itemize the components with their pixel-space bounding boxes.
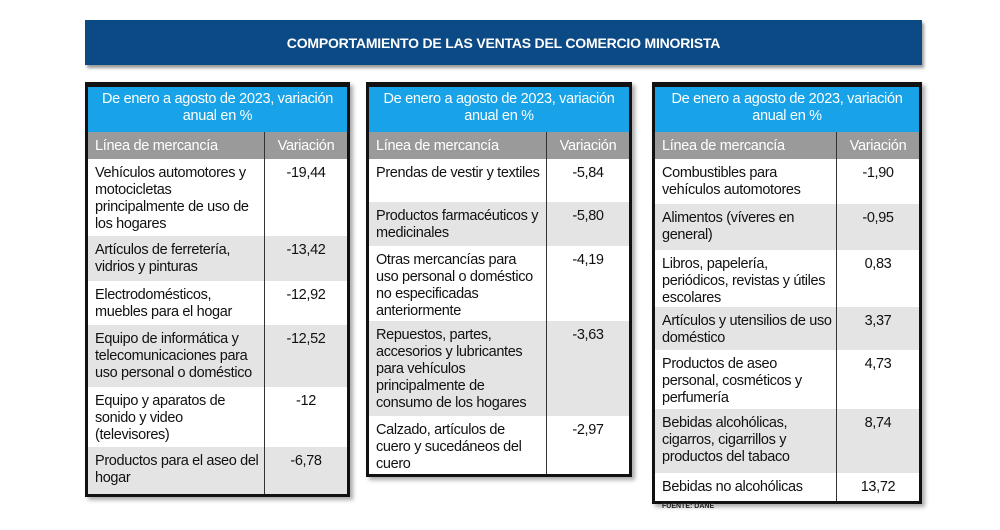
column-header-item: Línea de mercancía <box>88 132 265 159</box>
row-item: Prendas de vestir y textiles <box>369 159 547 202</box>
row-item: Vehículos automotores y motocicletas pri… <box>88 159 265 236</box>
row-value: -19,44 <box>286 165 326 181</box>
row-value: -5,84 <box>572 165 604 181</box>
row-item: Bebidas alcohólicas, cigarros, cigarrill… <box>655 409 837 473</box>
panel-header: De enero a agosto de 2023, variación anu… <box>655 87 919 132</box>
row-value: -4,19 <box>572 252 604 268</box>
row-item: Artículos de ferretería, vidrios y pintu… <box>88 236 265 281</box>
table-row: Combustibles para vehículos automotores -… <box>655 159 919 204</box>
column-headers: Línea de mercancía Variación <box>88 132 347 159</box>
row-value: -12 <box>296 393 316 409</box>
column-header-item: Línea de mercancía <box>369 132 547 159</box>
row-item: Equipo de informática y telecomunicacion… <box>88 325 265 387</box>
table-row: Productos farmacéuticos y medicinales -5,… <box>369 202 629 246</box>
row-item: Repuestos, partes, accesorios y lubrican… <box>369 321 547 416</box>
row-item: Productos de aseo personal, cosméticos y… <box>655 350 837 409</box>
column-headers: Línea de mercancía Variación <box>655 132 919 159</box>
column-header-value: Variación <box>277 137 335 154</box>
table-row: Productos para el aseo del hogar -6,78 <box>88 447 347 494</box>
row-value: -13,42 <box>286 242 326 258</box>
row-value: -3,63 <box>572 327 604 343</box>
row-value: -2,97 <box>572 422 604 438</box>
table-row: Prendas de vestir y textiles -5,84 <box>369 159 629 202</box>
row-item: Combustibles para vehículos automotores <box>655 159 837 204</box>
row-value: 4,73 <box>864 356 892 372</box>
panel-header: De enero a agosto de 2023, variación anu… <box>88 87 347 132</box>
column-headers: Línea de mercancía Variación <box>369 132 629 159</box>
row-value: -12,92 <box>286 287 326 303</box>
row-value: -6,78 <box>290 453 322 469</box>
table-row: Productos de aseo personal, cosméticos y… <box>655 350 919 409</box>
panel-header: De enero a agosto de 2023, variación anu… <box>369 87 629 132</box>
table-row: Otras mercancías para uso personal o dom… <box>369 246 629 321</box>
table-row: Equipo de informática y telecomunicacion… <box>88 325 347 387</box>
column-header-value: Variación <box>849 137 907 154</box>
row-value: -12,52 <box>286 331 326 347</box>
row-item: Productos farmacéuticos y medicinales <box>369 202 547 246</box>
row-item: Equipo y aparatos de sonido y video (tel… <box>88 387 265 447</box>
row-value: 3,37 <box>864 313 892 329</box>
table-row: Libros, papelería, periódicos, revistas … <box>655 250 919 307</box>
row-item: Productos para el aseo del hogar <box>88 447 265 494</box>
row-item: Alimentos (víveres en general) <box>655 204 837 250</box>
row-item: Calzado, artículos de cuero y sucedáneos… <box>369 416 547 474</box>
table-row: Electrodomésticos, muebles para el hogar… <box>88 281 347 325</box>
table-row: Calzado, artículos de cuero y sucedáneos… <box>369 416 629 474</box>
row-value: 0,83 <box>864 256 892 272</box>
row-item: Libros, papelería, periódicos, revistas … <box>655 250 837 307</box>
table-row: Bebidas alcohólicas, cigarros, cigarrill… <box>655 409 919 473</box>
column-header-value: Variación <box>559 137 617 154</box>
row-value: -5,80 <box>572 208 604 224</box>
source-note: FUENTE: DANE <box>662 503 715 510</box>
table-row: Vehículos automotores y motocicletas pri… <box>88 159 347 236</box>
table-panel-1: De enero a agosto de 2023, variación anu… <box>85 82 350 497</box>
row-item: Artículos y utensilios de uso doméstico <box>655 307 837 350</box>
table-row: Repuestos, partes, accesorios y lubrican… <box>369 321 629 416</box>
table-panel-2: De enero a agosto de 2023, variación anu… <box>366 82 632 477</box>
row-value: 8,74 <box>864 415 892 431</box>
table-row: Alimentos (víveres en general) -0,95 <box>655 204 919 250</box>
row-item: Bebidas no alcohólicas <box>655 473 837 501</box>
row-value: 13,72 <box>860 479 896 495</box>
main-title: COMPORTAMIENTO DE LAS VENTAS DEL COMERCI… <box>85 20 922 65</box>
table-row: Artículos de ferretería, vidrios y pintu… <box>88 236 347 281</box>
table-row: Equipo y aparatos de sonido y video (tel… <box>88 387 347 447</box>
row-item: Otras mercancías para uso personal o dom… <box>369 246 547 321</box>
table-panel-3: De enero a agosto de 2023, variación anu… <box>652 82 922 504</box>
column-header-item: Línea de mercancía <box>655 132 837 159</box>
row-item: Electrodomésticos, muebles para el hogar <box>88 281 265 325</box>
table-row: Bebidas no alcohólicas 13,72 <box>655 473 919 501</box>
row-value: -0,95 <box>862 210 894 226</box>
row-value: -1,90 <box>862 165 894 181</box>
table-row: Artículos y utensilios de uso doméstico 3… <box>655 307 919 350</box>
